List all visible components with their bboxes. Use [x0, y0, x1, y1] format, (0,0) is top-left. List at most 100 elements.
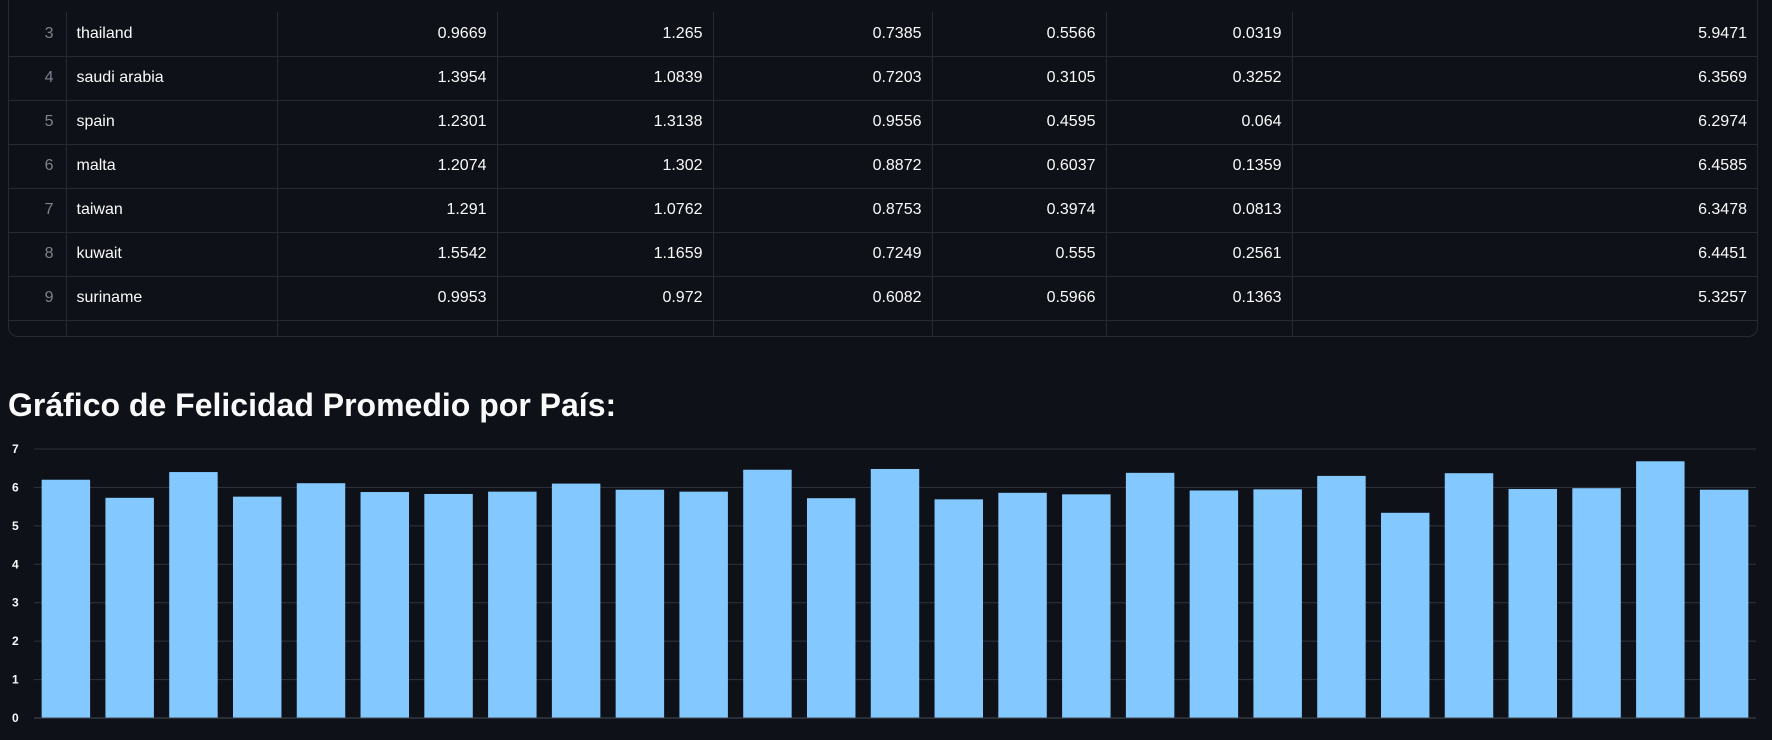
table-row[interactable]: 8 kuwait 1.5542 1.1659 0.7249 0.555 0.2561 6.44…: [9, 232, 1757, 276]
value-cell[interactable]: 0.7249: [713, 232, 932, 276]
y-tick-label: 0: [12, 711, 19, 725]
chart-bar[interactable]: [1381, 513, 1429, 718]
empty-cell: [713, 320, 932, 337]
country-cell[interactable]: spain: [66, 100, 277, 144]
row-index[interactable]: 4: [9, 56, 66, 100]
value-cell[interactable]: 0.1359: [1106, 144, 1292, 188]
country-cell[interactable]: saudi arabia: [66, 56, 277, 100]
value-cell[interactable]: 6.3569: [1292, 56, 1757, 100]
row-index[interactable]: 3: [9, 12, 66, 56]
value-cell[interactable]: 0.1363: [1106, 276, 1292, 320]
value-cell[interactable]: 6.4451: [1292, 232, 1757, 276]
value-cell[interactable]: 0.0813: [1106, 188, 1292, 232]
table-row[interactable]: 7 taiwan 1.291 1.0762 0.8753 0.3974 0.0813 6.34…: [9, 188, 1757, 232]
chart-bar[interactable]: [1317, 476, 1365, 718]
chart-bar[interactable]: [1126, 473, 1174, 718]
country-cell[interactable]: thailand: [66, 12, 277, 56]
table-row[interactable]: 4 saudi arabia 1.3954 1.0839 0.7203 0.3105 0.3…: [9, 56, 1757, 100]
value-cell[interactable]: 0.9953: [277, 276, 497, 320]
value-cell[interactable]: 0.4595: [932, 100, 1106, 144]
value-cell[interactable]: 0.972: [497, 276, 713, 320]
chart-bar[interactable]: [616, 490, 664, 718]
chart-bar[interactable]: [1572, 488, 1620, 718]
value-cell[interactable]: 0.8872: [713, 144, 932, 188]
value-cell[interactable]: 0.5566: [932, 12, 1106, 56]
value-cell[interactable]: 0.6082: [713, 276, 932, 320]
chart-bar[interactable]: [1062, 494, 1110, 718]
country-cell[interactable]: kuwait: [66, 232, 277, 276]
chart-bar[interactable]: [807, 498, 855, 718]
value-cell[interactable]: 0.2561: [1106, 232, 1292, 276]
chart-bar[interactable]: [1445, 473, 1493, 718]
empty-cell: [277, 320, 497, 337]
value-cell[interactable]: 0.0319: [1106, 12, 1292, 56]
country-cell[interactable]: malta: [66, 144, 277, 188]
row-index[interactable]: 9: [9, 276, 66, 320]
chart-bar[interactable]: [169, 472, 217, 718]
value-cell[interactable]: 0.8753: [713, 188, 932, 232]
chart-bar[interactable]: [1190, 491, 1238, 719]
value-cell[interactable]: 1.291: [277, 188, 497, 232]
chart-bar[interactable]: [233, 497, 281, 718]
row-index[interactable]: 8: [9, 232, 66, 276]
chart-bar[interactable]: [424, 494, 472, 718]
chart-bar[interactable]: [297, 483, 345, 718]
value-cell[interactable]: 1.2301: [277, 100, 497, 144]
table-row[interactable]: 5 spain 1.2301 1.3138 0.9556 0.4595 0.064 6.297…: [9, 100, 1757, 144]
chart-bar[interactable]: [1509, 489, 1557, 718]
value-cell[interactable]: 1.0839: [497, 56, 713, 100]
data-grid[interactable]: 3 thailand 0.9669 1.265 0.7385 0.5566 0.0319 5.…: [9, 12, 1757, 337]
country-cell[interactable]: suriname: [66, 276, 277, 320]
value-cell[interactable]: 0.9669: [277, 12, 497, 56]
chart-bar[interactable]: [361, 492, 409, 718]
value-cell[interactable]: 0.3974: [932, 188, 1106, 232]
chart-bar[interactable]: [1636, 461, 1684, 718]
chart-bar[interactable]: [105, 498, 153, 718]
country-cell[interactable]: taiwan: [66, 188, 277, 232]
value-cell[interactable]: 1.302: [497, 144, 713, 188]
row-index[interactable]: 6: [9, 144, 66, 188]
value-cell[interactable]: 0.7203: [713, 56, 932, 100]
value-cell[interactable]: 0.555: [932, 232, 1106, 276]
y-tick-label: 3: [12, 596, 19, 610]
value-cell[interactable]: 0.5966: [932, 276, 1106, 320]
chart-bar[interactable]: [743, 470, 791, 718]
table-row[interactable]: 6 malta 1.2074 1.302 0.8872 0.6037 0.1359 6.458…: [9, 144, 1757, 188]
value-cell[interactable]: 5.3257: [1292, 276, 1757, 320]
value-cell[interactable]: 6.4585: [1292, 144, 1757, 188]
chart-bar[interactable]: [552, 484, 600, 718]
value-cell[interactable]: 0.3252: [1106, 56, 1292, 100]
chart-bar[interactable]: [998, 493, 1046, 718]
value-cell[interactable]: 0.3105: [932, 56, 1106, 100]
chart-bar[interactable]: [1700, 490, 1748, 718]
value-cell[interactable]: 1.0762: [497, 188, 713, 232]
value-cell[interactable]: 1.3138: [497, 100, 713, 144]
chart-bar[interactable]: [871, 469, 919, 718]
chart-bar[interactable]: [42, 480, 90, 718]
empty-cell: [66, 320, 277, 337]
happiness-bar-chart[interactable]: 0 1 2 3 4 5 6 7: [0, 440, 1772, 740]
y-tick-label: 7: [12, 442, 19, 456]
chart-bar[interactable]: [935, 499, 983, 718]
value-cell[interactable]: 1.1659: [497, 232, 713, 276]
value-cell[interactable]: 0.9556: [713, 100, 932, 144]
chart-bar[interactable]: [1253, 489, 1301, 718]
value-cell[interactable]: 1.3954: [277, 56, 497, 100]
value-cell[interactable]: 1.265: [497, 12, 713, 56]
row-index[interactable]: 7: [9, 188, 66, 232]
value-cell[interactable]: 0.6037: [932, 144, 1106, 188]
table-row[interactable]: 3 thailand 0.9669 1.265 0.7385 0.5566 0.0319 5.…: [9, 12, 1757, 56]
chart-bar[interactable]: [488, 492, 536, 718]
empty-cell: [1106, 320, 1292, 337]
data-table[interactable]: 3 thailand 0.9669 1.265 0.7385 0.5566 0.0319 5.…: [8, 0, 1758, 337]
value-cell[interactable]: 0.064: [1106, 100, 1292, 144]
value-cell[interactable]: 5.9471: [1292, 12, 1757, 56]
row-index[interactable]: 5: [9, 100, 66, 144]
value-cell[interactable]: 1.2074: [277, 144, 497, 188]
value-cell[interactable]: 1.5542: [277, 232, 497, 276]
value-cell[interactable]: 0.7385: [713, 12, 932, 56]
table-row[interactable]: 9 suriname 0.9953 0.972 0.6082 0.5966 0.1363 5.…: [9, 276, 1757, 320]
chart-bar[interactable]: [679, 492, 727, 718]
value-cell[interactable]: 6.3478: [1292, 188, 1757, 232]
value-cell[interactable]: 6.2974: [1292, 100, 1757, 144]
